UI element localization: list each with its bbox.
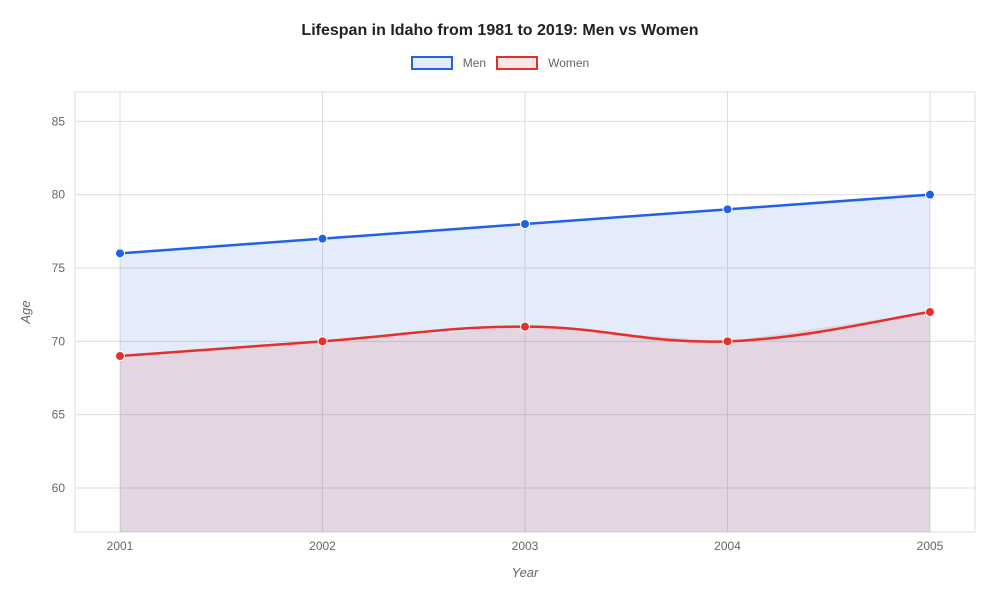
- x-tick-label: 2003: [512, 539, 539, 553]
- chart-container: Lifespan in Idaho from 1981 to 2019: Men…: [0, 0, 1000, 600]
- x-tick-label: 2004: [714, 539, 741, 553]
- y-tick-label: 65: [52, 408, 66, 422]
- marker-men: [521, 220, 530, 229]
- marker-women: [926, 308, 935, 317]
- x-tick-label: 2005: [917, 539, 944, 553]
- y-axis-title: Age: [18, 300, 33, 324]
- y-tick-label: 85: [52, 114, 66, 128]
- y-tick-label: 75: [52, 261, 66, 275]
- y-tick-label: 60: [52, 481, 66, 495]
- marker-women: [318, 337, 327, 346]
- y-tick-label: 70: [52, 334, 66, 348]
- x-axis-title: Year: [512, 565, 539, 580]
- marker-men: [926, 190, 935, 199]
- marker-men: [723, 205, 732, 214]
- x-tick-label: 2002: [309, 539, 336, 553]
- marker-men: [116, 249, 125, 258]
- marker-women: [116, 352, 125, 361]
- y-tick-label: 80: [52, 188, 66, 202]
- marker-women: [521, 322, 530, 331]
- marker-women: [723, 337, 732, 346]
- x-tick-label: 2001: [107, 539, 134, 553]
- marker-men: [318, 234, 327, 243]
- chart-plot: 60 65 70 75 80 85 2001 2002 2003 2004 2005 Age Year: [0, 0, 1000, 600]
